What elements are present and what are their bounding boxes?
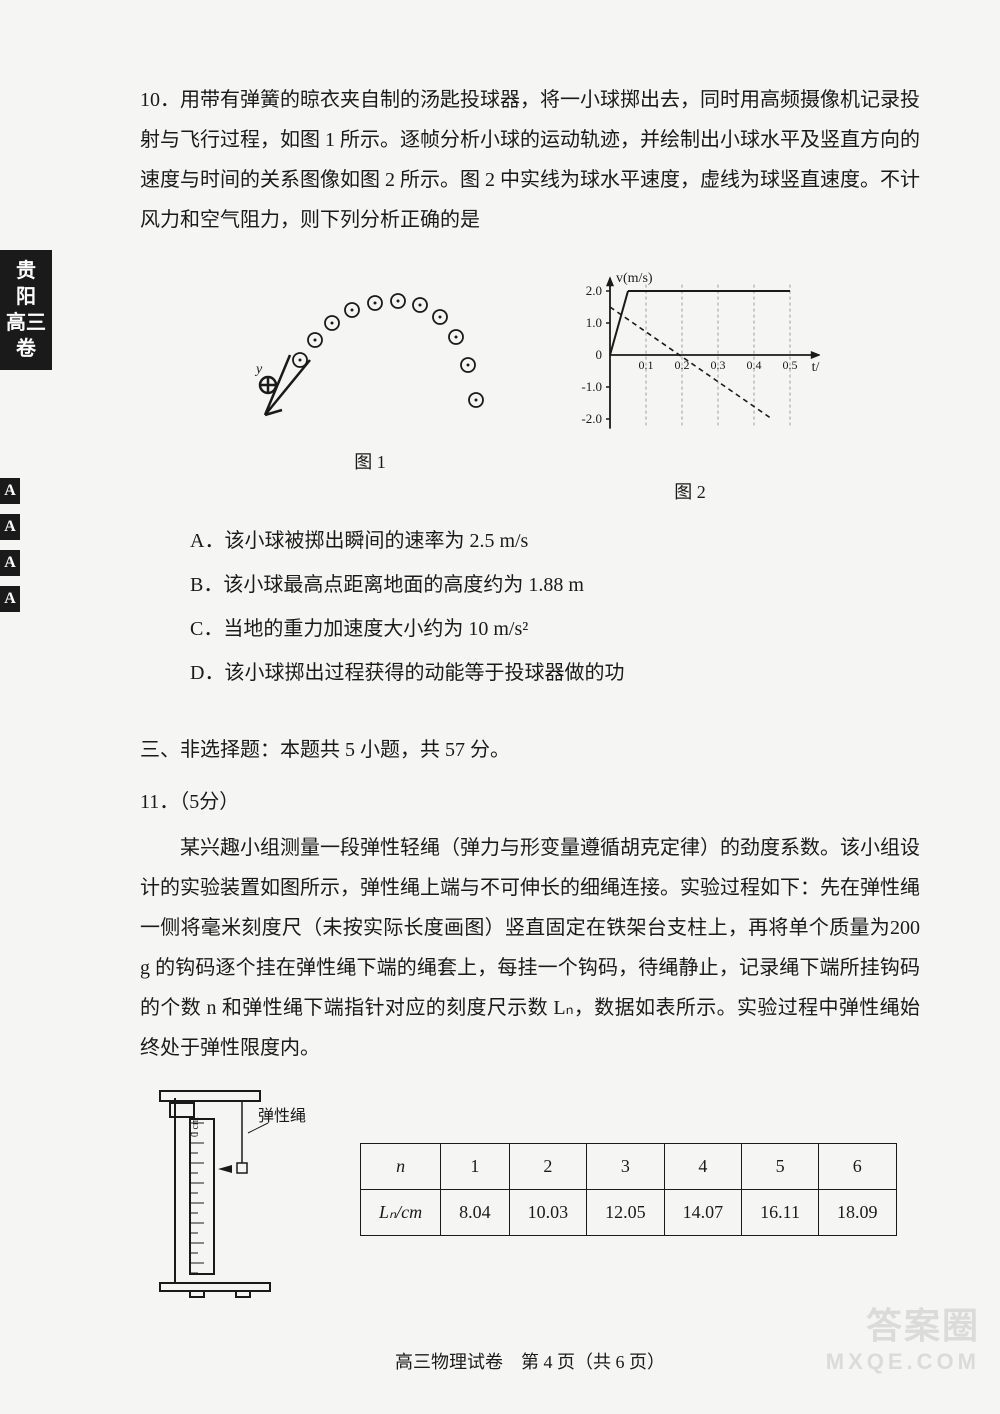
side-marker-a2: A — [0, 514, 20, 540]
table-cell: 18.09 — [819, 1190, 897, 1236]
apparatus-svg: 0 cm 弹性绳 — [140, 1083, 310, 1303]
side-marker-a1: A — [0, 478, 20, 504]
table-cell: 1 — [441, 1144, 510, 1190]
table-row-ln: Lₙ/cm 8.04 10.03 12.05 14.07 16.11 18.09 — [361, 1190, 897, 1236]
table-cell: 8.04 — [441, 1190, 510, 1236]
svg-text:-2.0: -2.0 — [581, 411, 602, 426]
figure-1-svg: y — [240, 265, 500, 435]
q10-options: A．该小球被掷出瞬间的速率为 2.5 m/s B．该小球最高点距离地面的高度约为… — [190, 519, 920, 695]
svg-text:y: y — [254, 362, 263, 377]
svg-text:0.1: 0.1 — [639, 358, 654, 372]
table-cell: 12.05 — [587, 1190, 665, 1236]
table-cell: 5 — [742, 1144, 819, 1190]
figure-2: 2.01.00-1.0-2.00.10.20.30.40.5v(m/s)t/s … — [560, 265, 820, 504]
svg-text:1.0: 1.0 — [586, 315, 602, 330]
table-cell: 4 — [664, 1144, 742, 1190]
table-cell: 6 — [819, 1144, 897, 1190]
q10-text: 10．用带有弹簧的晾衣夹自制的汤匙投球器，将一小球掷出去，同时用高频摄像机记录投… — [140, 80, 920, 240]
svg-text:v(m/s): v(m/s) — [616, 271, 653, 286]
svg-text:0.4: 0.4 — [747, 358, 762, 372]
svg-text:2.0: 2.0 — [586, 283, 602, 298]
page-footer: 高三物理试卷 第 4 页（共 6 页） — [140, 1348, 920, 1374]
figure-2-svg: 2.01.00-1.0-2.00.10.20.30.40.5v(m/s)t/s — [560, 265, 820, 465]
experiment-row: 0 cm 弹性绳 n 1 2 3 4 — [140, 1083, 920, 1308]
apparatus-figure: 0 cm 弹性绳 — [140, 1083, 310, 1308]
q10-option-a: A．该小球被掷出瞬间的速率为 2.5 m/s — [190, 519, 920, 563]
svg-text:t/s: t/s — [812, 360, 820, 375]
table-cell: 14.07 — [664, 1190, 742, 1236]
svg-text:0.3: 0.3 — [711, 358, 726, 372]
figure-2-caption: 图 2 — [560, 478, 820, 504]
table-cell: 3 — [587, 1144, 665, 1190]
q10-option-d: D．该小球掷出过程获得的动能等于投球器做的功 — [190, 651, 920, 695]
svg-text:-1.0: -1.0 — [581, 379, 602, 394]
table-header-ln: Lₙ/cm — [361, 1190, 441, 1236]
ruler-zero-label: 0 cm — [190, 1117, 201, 1137]
data-table: n 1 2 3 4 5 6 Lₙ/cm 8.04 10.03 12.05 14.… — [360, 1143, 897, 1236]
table-cell: 16.11 — [742, 1190, 819, 1236]
side-marker-a4: A — [0, 586, 20, 612]
q10-body: 用带有弹簧的晾衣夹自制的汤匙投球器，将一小球掷出去，同时用高频摄像机记录投射与飞… — [140, 89, 920, 231]
q11-number: 11．（5分） — [140, 782, 920, 822]
figure-1-caption: 图 1 — [240, 448, 500, 474]
table-cell: 10.03 — [509, 1190, 587, 1236]
figure-1: y 图 1 — [240, 265, 500, 504]
side-tab-line1: 贵 阳 — [6, 258, 46, 310]
table-row-n: n 1 2 3 4 5 6 — [361, 1144, 897, 1190]
side-tab-location: 贵 阳 高三卷 — [0, 250, 52, 370]
q10-figures: y 图 1 2.01.00-1.0-2.00.10.20.30.40.5v(m/… — [140, 265, 920, 504]
q10-number: 10． — [140, 80, 180, 120]
svg-text:0: 0 — [596, 347, 603, 362]
svg-text:0.5: 0.5 — [783, 358, 798, 372]
page-content: 10．用带有弹簧的晾衣夹自制的汤匙投球器，将一小球掷出去，同时用高频摄像机记录投… — [0, 0, 1000, 1414]
watermark: 答案圈 MXQE.COM — [826, 1297, 980, 1375]
table-header-n: n — [361, 1144, 441, 1190]
q10-option-c: C．当地的重力加速度大小约为 10 m/s² — [190, 607, 920, 651]
watermark-top: 答案圈 — [826, 1297, 980, 1349]
apparatus-label: 弹性绳 — [258, 1107, 306, 1125]
q11-body: 某兴趣小组测量一段弹性轻绳（弹力与形变量遵循胡克定律）的劲度系数。该小组设计的实… — [140, 828, 920, 1068]
table-cell: 2 — [509, 1144, 587, 1190]
q10-option-b: B．该小球最高点距离地面的高度约为 1.88 m — [190, 563, 920, 607]
section-3-header: 三、非选择题：本题共 5 小题，共 57 分。 — [140, 730, 920, 770]
q11-block: 11．（5分） 某兴趣小组测量一段弹性轻绳（弹力与形变量遵循胡克定律）的劲度系数… — [140, 782, 920, 1308]
side-marker-a3: A — [0, 550, 20, 576]
side-tab-line2: 高三卷 — [6, 310, 46, 362]
watermark-bottom: MXQE.COM — [826, 1349, 980, 1375]
